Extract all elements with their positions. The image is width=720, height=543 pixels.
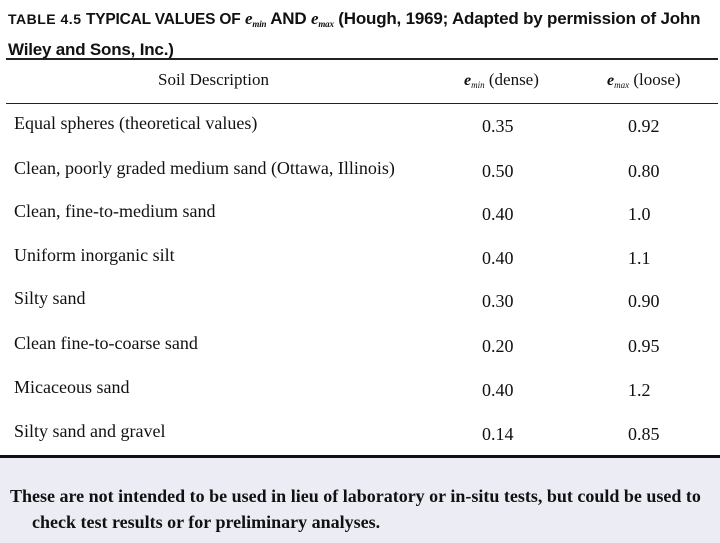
- emin-value: 0.40: [482, 204, 514, 224]
- emin-value: 0.20: [482, 336, 514, 356]
- table-row: Equal spheres (theoretical values) 0.35 …: [0, 113, 720, 143]
- and-text: AND: [270, 9, 307, 28]
- column-header-emin: emin (dense): [464, 70, 539, 90]
- emax-value: 1.1: [628, 248, 651, 268]
- table-number: TABLE 4.5: [8, 11, 82, 27]
- table-row: Clean, fine-to-medium sand 0.40 1.0: [0, 201, 720, 231]
- table-source: (Hough, 1969; Adapted by permission of J…: [8, 9, 701, 59]
- table-row: Clean, poorly graded medium sand (Ottawa…: [0, 158, 720, 188]
- emax-value: 0.80: [628, 161, 660, 181]
- soil-description: Silty sand and gravel: [14, 421, 166, 441]
- emax-value: 0.90: [628, 291, 660, 311]
- soil-description: Clean, fine-to-medium sand: [14, 201, 216, 221]
- footer-note: These are not intended to be used in lie…: [10, 486, 701, 532]
- emin-value: 0.30: [482, 291, 514, 311]
- emax-value: 1.2: [628, 380, 651, 400]
- table-row: Silty sand and gravel 0.14 0.85: [0, 421, 720, 451]
- table-row: Micaceous sand 0.40 1.2: [0, 377, 720, 407]
- emin-value: 0.35: [482, 116, 514, 136]
- emax-value: 0.85: [628, 424, 660, 444]
- header-rule: [6, 103, 718, 104]
- footer-note-box: These are not intended to be used in lie…: [0, 455, 720, 543]
- table-caption: TABLE 4.5 TYPICAL VALUES OF emin AND ema…: [8, 6, 714, 62]
- emax-value: 0.92: [628, 116, 660, 136]
- table-title-prefix: TYPICAL VALUES OF: [86, 11, 241, 28]
- soil-description: Clean fine-to-coarse sand: [14, 333, 198, 353]
- soil-description: Silty sand: [14, 288, 86, 308]
- column-header-description: Soil Description: [158, 70, 269, 89]
- table-row: Uniform inorganic silt 0.40 1.1: [0, 245, 720, 275]
- emin-symbol: emin: [245, 9, 267, 29]
- emin-value: 0.14: [482, 424, 514, 444]
- emax-value: 1.0: [628, 204, 651, 224]
- soil-description: Equal spheres (theoretical values): [14, 113, 258, 133]
- table-row: Silty sand 0.30 0.90: [0, 288, 720, 318]
- emax-symbol: emax: [310, 9, 334, 29]
- table-top-rule: [6, 58, 718, 60]
- column-header-emax: emax (loose): [607, 70, 681, 90]
- soil-description: Micaceous sand: [14, 377, 130, 397]
- emax-value: 0.95: [628, 336, 660, 356]
- soil-description: Clean, poorly graded medium sand (Ottawa…: [14, 158, 395, 178]
- emin-value: 0.40: [482, 380, 514, 400]
- soil-description: Uniform inorganic silt: [14, 245, 175, 265]
- emin-value: 0.40: [482, 248, 514, 268]
- table-row: Clean fine-to-coarse sand 0.20 0.95: [0, 333, 720, 363]
- emin-value: 0.50: [482, 161, 514, 181]
